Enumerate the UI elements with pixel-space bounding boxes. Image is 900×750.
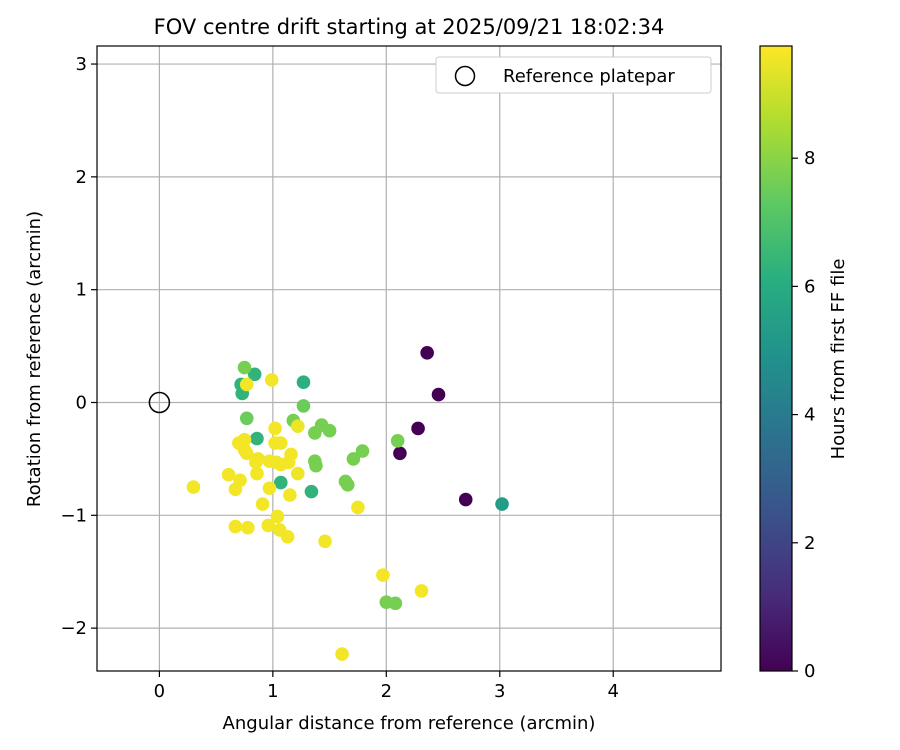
scatter-point <box>355 444 370 458</box>
scatter-point <box>241 520 255 535</box>
scatter-point <box>340 478 355 492</box>
legend-box <box>435 56 712 94</box>
scatter-point <box>296 399 311 413</box>
scatter-point <box>346 452 361 466</box>
scatter-point <box>283 488 297 502</box>
scatter-point <box>262 481 277 496</box>
scatter-point <box>351 500 365 515</box>
colorbar-tick-label: 4 <box>804 405 815 426</box>
colorbar-tick-label: 6 <box>804 276 815 297</box>
colorbar-tick-label: 8 <box>804 148 815 169</box>
scatter-point <box>228 519 243 534</box>
x-axis-ticks: 0 1 2 3 4 <box>154 671 619 702</box>
scatter-points <box>186 346 509 661</box>
scatter-point <box>237 432 252 447</box>
scatter-point <box>237 360 252 375</box>
y-tick-label: −2 <box>60 618 87 639</box>
x-tick-label: 1 <box>267 681 278 702</box>
scatter-point <box>255 497 270 511</box>
scatter-point <box>291 466 305 481</box>
x-tick-label: 2 <box>381 681 392 702</box>
scatter-point <box>239 411 254 426</box>
scatter-point <box>273 436 288 450</box>
scatter-point <box>261 518 276 533</box>
x-tick-label: 0 <box>154 681 165 702</box>
scatter-point <box>322 423 337 438</box>
scatter-point <box>273 475 288 490</box>
scatter-point <box>228 482 243 497</box>
scatter-point <box>304 484 319 499</box>
y-tick-label: 1 <box>76 280 87 301</box>
colorbar-label: Hours from first FF file <box>828 259 849 460</box>
y-tick-label: −1 <box>60 505 87 526</box>
colorbar-tick-label: 0 <box>804 661 815 682</box>
chart-title: FOV centre drift starting at 2025/09/21 … <box>154 15 665 39</box>
scatter-point <box>296 375 311 389</box>
x-tick-label: 3 <box>494 681 505 702</box>
y-tick-label: 2 <box>76 167 87 188</box>
plot-frame <box>96 45 722 672</box>
scatter-point <box>411 421 425 436</box>
scatter-point <box>431 387 446 402</box>
scatter-point <box>221 467 236 482</box>
scatter-point <box>393 446 407 461</box>
scatter-point <box>420 346 434 360</box>
scatter-point <box>250 431 264 446</box>
scatter-point <box>281 455 296 470</box>
y-tick-label: 3 <box>76 54 87 75</box>
scatter-point <box>388 596 403 611</box>
colorbar: 0 2 4 6 8 Hours from first FF file <box>759 45 849 682</box>
scatter-point <box>280 529 295 544</box>
y-axis-ticks: −2 −1 0 1 2 3 <box>60 54 97 639</box>
colorbar-ticks: 0 2 4 6 8 <box>792 148 815 682</box>
x-tick-label: 4 <box>607 681 618 702</box>
scatter-point <box>264 373 279 387</box>
scatter-point <box>495 497 509 511</box>
colorbar-gradient <box>759 45 793 672</box>
scatter-point <box>239 377 254 392</box>
scatter-point <box>390 434 405 448</box>
scatter-point <box>186 480 201 494</box>
scatter-point <box>309 458 323 473</box>
legend-label: Reference platepar <box>503 66 675 87</box>
y-tick-label: 0 <box>76 392 87 413</box>
scatter-point <box>268 421 282 436</box>
y-axis-label: Rotation from reference (arcmin) <box>24 211 45 507</box>
scatter-point <box>247 367 262 382</box>
scatter-point <box>458 492 473 507</box>
colorbar-tick-label: 2 <box>804 533 815 554</box>
scatter-point <box>376 568 390 582</box>
scatter-point <box>239 446 254 461</box>
legend-marker <box>454 65 476 87</box>
grid <box>97 46 721 671</box>
reference-marker <box>148 391 171 414</box>
scatter-point <box>249 455 263 470</box>
scatter-point <box>291 419 305 433</box>
scatter-point <box>318 534 332 549</box>
x-axis-label: Angular distance from reference (arcmin) <box>223 713 596 734</box>
scatter-point <box>270 509 285 524</box>
scatter-point <box>414 584 429 598</box>
scatter-point <box>250 466 264 481</box>
legend: Reference platepar <box>435 56 712 94</box>
scatter-point <box>335 647 349 661</box>
